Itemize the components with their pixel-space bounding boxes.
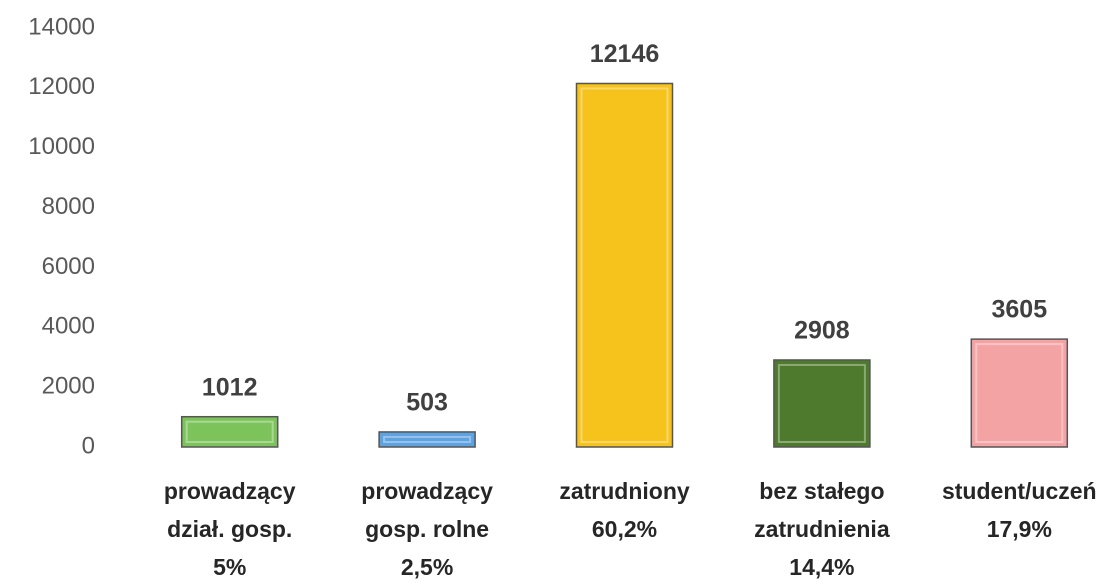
- bar: [773, 359, 871, 448]
- x-tick-label: bez stałego: [759, 478, 884, 504]
- bar-bevel: [383, 435, 472, 443]
- x-tick-label: 60,2%: [592, 516, 657, 542]
- x-tick-label: 17,9%: [987, 516, 1052, 542]
- y-tick-label: 2000: [42, 372, 95, 399]
- x-tick-label: 14,4%: [789, 554, 854, 580]
- y-tick-label: 12000: [28, 73, 95, 100]
- value-label: 3605: [991, 296, 1047, 324]
- y-tick-label: 14000: [28, 13, 95, 40]
- y-tick-label: 8000: [42, 193, 95, 220]
- value-label: 1012: [202, 373, 258, 401]
- bar-bevel: [185, 420, 274, 443]
- value-label: 12146: [590, 40, 660, 68]
- bar-bevel: [777, 363, 866, 443]
- x-tick-label: dział. gosp.: [167, 516, 292, 542]
- x-tick-label: zatrudniony: [559, 478, 690, 504]
- y-tick-label: 6000: [42, 253, 95, 280]
- bar: [970, 338, 1069, 448]
- y-tick-label: 0: [82, 432, 95, 459]
- x-tick-label: 5%: [213, 554, 246, 580]
- bar: [378, 431, 476, 448]
- x-tick-label: 2,5%: [401, 554, 453, 580]
- y-tick-label: 10000: [28, 133, 95, 160]
- y-tick-label: 4000: [42, 313, 95, 340]
- bar-bevel: [580, 87, 669, 443]
- value-label: 503: [406, 389, 448, 417]
- x-tick-label: gosp. rolne: [365, 516, 489, 542]
- bar: [575, 82, 674, 448]
- bar: [180, 415, 279, 448]
- x-tick-label: prowadzący: [164, 478, 296, 504]
- x-tick-label: student/uczeń: [942, 478, 1097, 504]
- x-tick-label: prowadzący: [361, 478, 493, 504]
- value-label: 2908: [794, 317, 850, 345]
- bar-bevel: [975, 343, 1064, 444]
- x-tick-label: zatrudnienia: [754, 516, 890, 542]
